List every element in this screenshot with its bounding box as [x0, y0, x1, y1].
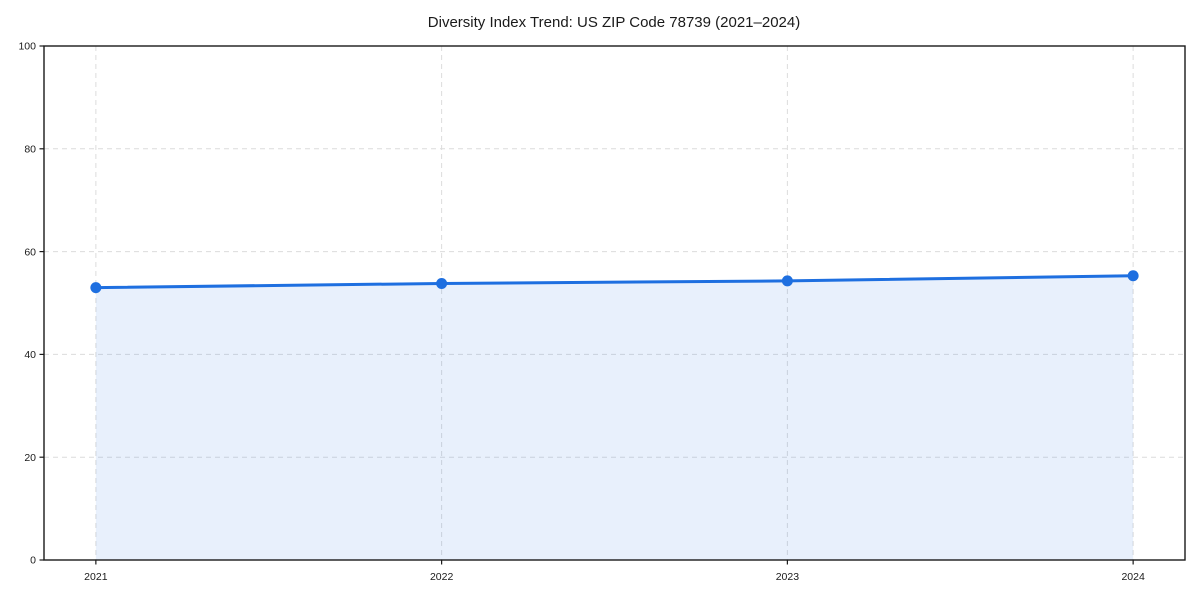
- y-tick-label: 20: [24, 452, 36, 464]
- y-tick-label: 40: [24, 349, 36, 361]
- grid-layer: [44, 46, 1185, 560]
- data-point-marker: [781, 275, 793, 287]
- x-tick-label: 2024: [1121, 571, 1145, 583]
- y-tick-label: 80: [24, 144, 36, 156]
- data-point-marker: [1127, 270, 1139, 282]
- y-tick-label: 100: [18, 41, 36, 53]
- area-fill: [95, 275, 1134, 560]
- y-tick-label: 0: [30, 555, 36, 567]
- trend-line: [94, 274, 1135, 290]
- x-tick-label: 2021: [84, 571, 108, 583]
- x-tick-label: 2023: [776, 571, 800, 583]
- chart-title: Diversity Index Trend: US ZIP Code 78739…: [428, 14, 800, 31]
- plot-border: [43, 45, 1186, 561]
- axis-layer: 0 20 40 60 80 100 2021 2022 2023 2024: [18, 41, 1186, 583]
- y-tick-label: 60: [24, 246, 36, 258]
- x-tick-label: 2022: [430, 571, 454, 583]
- data-point-marker: [90, 282, 102, 294]
- data-layer: [90, 270, 1139, 560]
- data-point-marker: [436, 277, 448, 289]
